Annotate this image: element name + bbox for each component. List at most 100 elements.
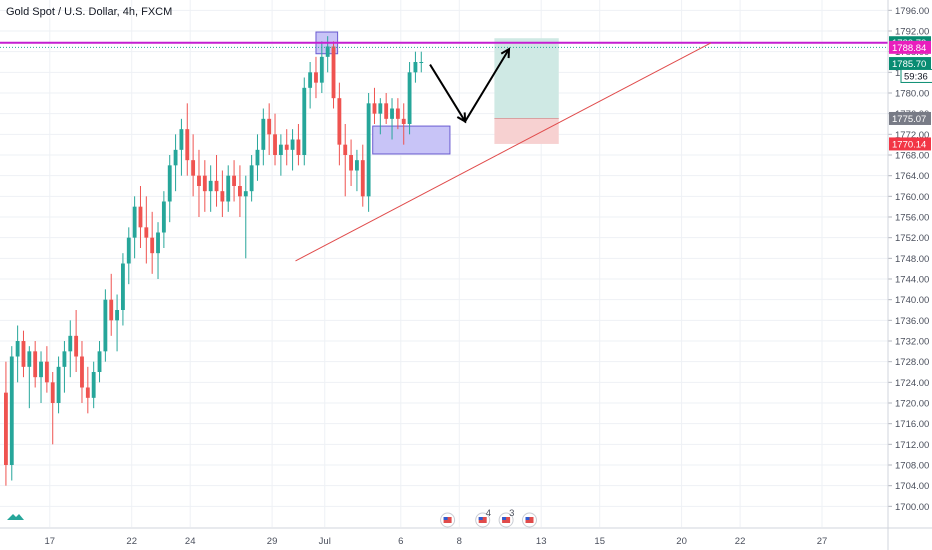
y-tick-label: 1744.00 [895, 275, 929, 286]
x-tick-label: 6 [398, 536, 403, 547]
x-tick-label: 27 [817, 536, 828, 547]
candle-body [337, 98, 342, 145]
candle-body [372, 103, 377, 114]
countdown-tag-label: 59:36 [904, 71, 928, 82]
candle-body [407, 72, 412, 124]
candle-body [401, 118, 406, 124]
candle-body [238, 186, 242, 197]
candle-body [150, 237, 155, 254]
candle-body [378, 103, 383, 114]
candle-body [97, 351, 102, 372]
candle-body [85, 387, 90, 398]
candle-body [319, 56, 324, 83]
candle-body [390, 108, 394, 119]
candle-body [197, 175, 201, 186]
candle-body [161, 201, 166, 233]
candle-body [126, 237, 131, 264]
candle-body [226, 175, 231, 202]
candle-body [62, 351, 67, 367]
y-tick-label: 1756.00 [895, 213, 929, 224]
candle-body [15, 341, 20, 357]
flag-canton [525, 517, 530, 520]
candle-body [384, 103, 389, 119]
event-count-label: 4 [486, 508, 491, 519]
candle-body [132, 206, 137, 238]
candle-body [179, 129, 184, 150]
projection-arrow [429, 47, 511, 124]
candle-body [413, 62, 418, 73]
candle-body [395, 108, 400, 119]
candle-body [115, 310, 119, 321]
x-tick-label: 22 [735, 536, 746, 547]
y-tick-label: 1792.00 [895, 27, 929, 38]
candle-body [296, 139, 301, 155]
candle-body [360, 160, 365, 197]
x-tick-label: 22 [126, 536, 137, 547]
candles [4, 36, 424, 486]
candle-body [109, 299, 114, 321]
candle-body [308, 72, 313, 88]
arrow-head-up [500, 47, 511, 59]
candle-body [191, 160, 196, 176]
countdown-tag [900, 68, 932, 83]
candle-body [21, 341, 26, 367]
y-tick-label: 1768.00 [895, 151, 929, 162]
logo-icon [7, 514, 24, 520]
y-tick-label: 1712.00 [895, 440, 929, 451]
candle-body [202, 175, 207, 192]
flag-canton [443, 517, 448, 520]
y-tick-label: 1764.00 [895, 171, 929, 182]
price-tag-label: 1785.70 [892, 59, 926, 70]
candle-body [44, 361, 49, 383]
candle-body [27, 351, 32, 367]
price-tag-label: 1770.14 [892, 139, 926, 150]
candle-body [144, 227, 149, 238]
price-tag-label: 1775.07 [892, 114, 926, 125]
candle-body [156, 232, 160, 254]
candle-body [121, 263, 125, 310]
y-tick-label: 1796.00 [895, 6, 929, 17]
y-tick-label: 1752.00 [895, 233, 929, 244]
candle-body [103, 299, 108, 352]
profit-zone [494, 38, 559, 119]
y-tick-label: 1748.00 [895, 254, 929, 265]
y-tick-label: 1700.00 [895, 502, 929, 513]
candle-body [91, 372, 96, 398]
x-tick-label: 24 [185, 536, 196, 547]
time-axis[interactable]: 17 22 24 29 Jul 6 8 13 15 20 22 27 [0, 527, 932, 547]
y-tick-label: 1780.00 [895, 89, 929, 100]
candle-body [325, 46, 330, 57]
x-tick-label: 13 [536, 536, 547, 547]
y-tick-label: 1704.00 [895, 481, 929, 492]
x-tick-label: 29 [267, 536, 278, 547]
flag-canton [502, 517, 507, 520]
candle-body [255, 149, 260, 166]
candle-body [74, 335, 79, 357]
price-axis[interactable]: 1700.00 1704.00 1708.00 1712.00 1716.00 1720.… [887, 0, 932, 550]
grid [0, 0, 888, 527]
candle-body [349, 155, 353, 171]
y-tick-label: 1708.00 [895, 461, 929, 472]
y-tick-label: 1728.00 [895, 357, 929, 368]
price-tag [889, 111, 931, 125]
candle-body [4, 392, 8, 465]
y-tick-label: 1772.00 [895, 130, 929, 141]
symbol-title: Gold Spot / U.S. Dollar, 4h, FXCM [6, 6, 173, 18]
candle-body [9, 356, 14, 465]
candle-body [278, 144, 283, 155]
candle-body [343, 144, 348, 155]
candle-body [273, 134, 277, 155]
candle-body [173, 149, 178, 166]
candle-body [331, 46, 336, 99]
flag-canton [478, 517, 483, 520]
event-count-label: 3 [509, 508, 514, 519]
demand-box [372, 125, 451, 155]
candle-body [80, 356, 84, 388]
y-tick-label: 1732.00 [895, 337, 929, 348]
candle-body [419, 62, 424, 63]
candle-body [220, 191, 225, 202]
candle-body [355, 160, 359, 171]
